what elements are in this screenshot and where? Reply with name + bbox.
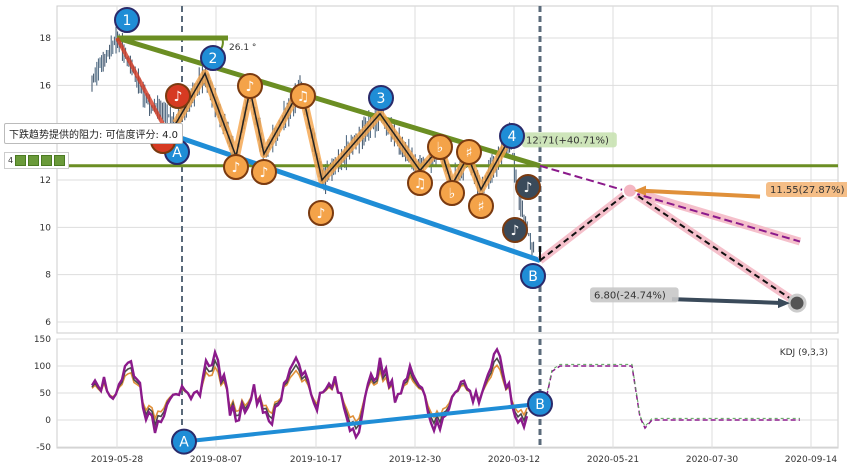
note-badge [251, 159, 277, 185]
note-dark-badge-label: ♪ [524, 180, 533, 196]
target-down-marker [787, 293, 807, 313]
price-y-tick: 8 [45, 271, 51, 281]
x-tick: 2020-05-21 [587, 455, 639, 465]
note-badge [223, 154, 249, 180]
kdj-y-tick: 50 [40, 389, 52, 399]
target-mid-arrow [639, 188, 761, 199]
note-badge-label: ♭ [437, 140, 444, 156]
note-red-badge-label: ♪ [174, 89, 183, 105]
angle-label: 26.1 ° [229, 43, 256, 53]
x-tick: 2019-12-30 [389, 455, 442, 465]
star-icon [28, 155, 40, 166]
note-red-badge [165, 83, 191, 109]
kdj-b-badge [527, 390, 553, 417]
x-tick: 2019-08-07 [190, 455, 242, 465]
rating-label: 4 [8, 156, 14, 165]
note-badge [308, 200, 334, 226]
note-badge [456, 139, 482, 165]
target-mid-label-box [766, 182, 847, 198]
kdj-title: KDJ (9,3,3) [780, 348, 828, 358]
kdj-y-tick: 150 [34, 335, 51, 345]
projection-purple-line [539, 164, 801, 243]
note-badge-label: ♫ [414, 176, 427, 192]
wave-4-badge [499, 123, 525, 149]
kdj-y-tick: 100 [34, 362, 51, 372]
target-down-arrow [671, 297, 786, 306]
note-badge-label: ♪ [246, 79, 255, 95]
wave-3-badge [368, 85, 394, 111]
projection-dash-line [629, 189, 798, 304]
target-mid-label: 11.55(27.87%) [770, 185, 845, 196]
wave-2-badge [200, 45, 226, 71]
note-badge [439, 180, 465, 206]
star-icon [54, 155, 66, 166]
wave-b-badge-label: B [528, 269, 538, 285]
note-badge-label: ♯ [478, 199, 485, 215]
projection-dash-line [539, 189, 631, 262]
x-tick: 2020-07-30 [686, 455, 739, 465]
resistance-tooltip: 下跌趋势提供的阻力: 可信度评分: 4.0 [4, 123, 183, 144]
note-badge-label: ♯ [466, 145, 473, 161]
support-line [164, 130, 541, 263]
wave-red-line [115, 37, 167, 129]
star-icon [41, 155, 53, 166]
kdj-b-badge-label: B [535, 397, 545, 413]
price-y-tick: 16 [40, 81, 52, 91]
price-y-tick: 12 [40, 176, 51, 186]
x-tick: 2020-03-12 [488, 455, 540, 465]
note-badge-label: ♪ [232, 160, 241, 176]
price-y-tick: 6 [45, 318, 51, 328]
kdj-forecast-line [544, 363, 800, 428]
note-badge [290, 83, 316, 109]
note-badge [407, 170, 433, 196]
note-badge [468, 193, 494, 219]
rating-stars: 4 [4, 152, 70, 169]
wave-2-badge-label: 2 [209, 51, 218, 67]
kdj-forecast-line [544, 365, 800, 430]
target-mid-arrowhead [634, 185, 646, 196]
note-badge-label: ♫ [297, 89, 310, 105]
target-down-label: 6.80(-24.74%) [594, 290, 666, 301]
note-dark-badge-label: ♪ [511, 223, 520, 239]
kdj-a-badge [171, 428, 197, 455]
price-y-tick: 18 [40, 34, 52, 44]
kdj-a-badge-label: A [179, 435, 189, 451]
note-badge [237, 73, 263, 99]
wave-a-badge-label: A [172, 145, 182, 161]
star-icon [15, 155, 27, 166]
kdj-y-tick: 0 [45, 416, 51, 426]
wave-3-badge-label: 3 [377, 91, 386, 107]
note-badge-label: ♪ [260, 165, 269, 181]
target-up-label: 12.71(+40.71%) [526, 135, 609, 146]
note-dark-badge [515, 174, 541, 200]
x-tick: 2019-10-17 [290, 455, 342, 465]
target-down-label-box [590, 287, 679, 303]
wave-1-badge [114, 7, 140, 33]
target-up-label-box [522, 132, 617, 148]
x-tick: 2019-05-28 [91, 455, 144, 465]
note-badge-label: ♭ [449, 186, 456, 202]
note-badge-label: ♪ [317, 206, 326, 222]
wave-4-badge-label: 4 [508, 129, 517, 145]
x-tick: 2020-09-14 [785, 455, 838, 465]
price-y-tick: 10 [40, 223, 52, 233]
kdj-j-line [90, 346, 529, 441]
note-badge [427, 134, 453, 160]
wave-b-badge [520, 263, 546, 289]
note-dark-badge [502, 217, 528, 243]
kdj-y-tick: -50 [36, 443, 51, 453]
kdj-trend-line [183, 401, 541, 444]
target-down-arrowhead [778, 298, 790, 309]
wave-1-badge-label: 1 [123, 13, 132, 29]
